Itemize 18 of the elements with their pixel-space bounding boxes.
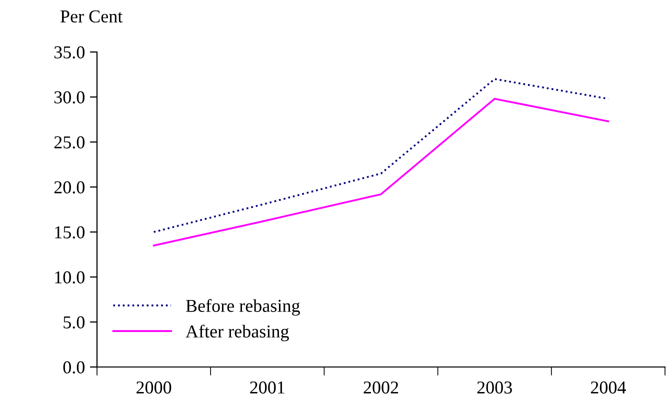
x-tick-label: 2000 [136,381,172,394]
y-tick-label: 35.0 [54,46,85,59]
y-tick-label: 30.0 [54,91,85,104]
y-axis-title: Per Cent [60,10,123,23]
y-tick-label: 15.0 [55,226,85,239]
x-tick-label: 2004 [590,381,626,394]
y-tick-label: 0.0 [63,361,85,374]
line-series [152,98,610,246]
y-tick-label: 5.0 [64,316,85,329]
y-tick-label: 10.0 [55,271,85,284]
x-tick-label: 2001 [250,381,284,394]
line-series [152,78,610,233]
x-tick-label: 2002 [364,381,398,394]
y-tick-label: 25.0 [54,136,85,149]
legend-label: Before rebasing [186,299,300,316]
y-tick-label: 20.0 [54,181,85,194]
x-tick-label: 2003 [477,381,512,394]
legend-label: After rebasing [186,324,289,342]
